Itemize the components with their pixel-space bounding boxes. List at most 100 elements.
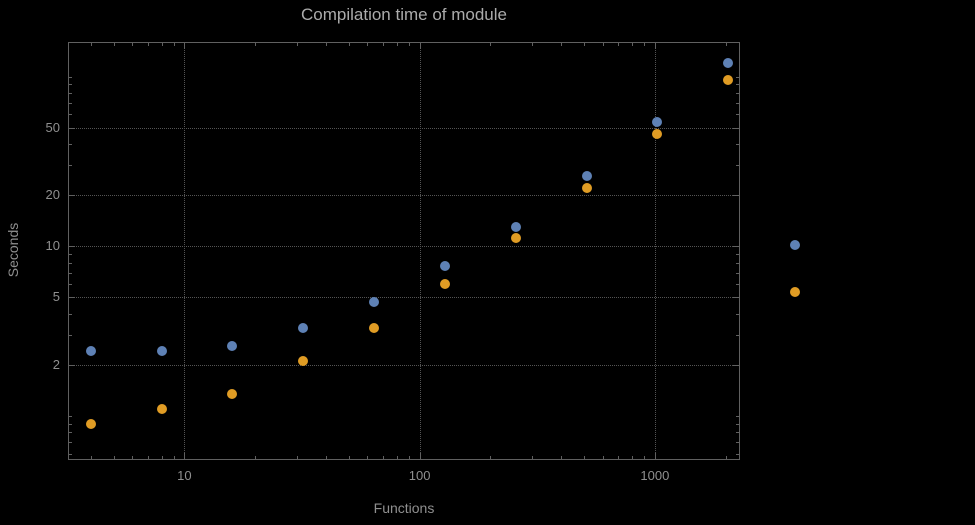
x-minor-tick bbox=[147, 456, 149, 459]
y-major-tick bbox=[733, 246, 739, 248]
x-major-tick bbox=[184, 43, 186, 49]
point-series-blue bbox=[227, 340, 238, 351]
x-minor-tick bbox=[618, 456, 620, 459]
y-tick-label: 20 bbox=[45, 187, 60, 203]
gridline-x bbox=[419, 43, 421, 459]
x-minor-tick bbox=[296, 456, 298, 459]
y-minor-tick bbox=[736, 415, 739, 417]
y-minor-tick bbox=[69, 102, 72, 104]
x-minor-tick bbox=[90, 43, 92, 46]
x-minor-tick bbox=[326, 43, 328, 46]
y-major-tick bbox=[733, 364, 739, 366]
x-minor-tick bbox=[326, 456, 328, 459]
y-minor-tick bbox=[69, 453, 72, 455]
y-minor-tick bbox=[69, 335, 72, 336]
y-minor-tick bbox=[69, 84, 72, 86]
y-minor-tick bbox=[736, 165, 739, 167]
y-minor-tick bbox=[736, 262, 739, 264]
y-minor-tick bbox=[736, 283, 739, 285]
y-tick-label: 5 bbox=[52, 289, 60, 305]
x-minor-tick bbox=[348, 43, 350, 46]
x-minor-tick bbox=[113, 456, 115, 459]
point-series-blue bbox=[85, 346, 96, 357]
x-minor-tick bbox=[561, 456, 563, 459]
x-minor-tick bbox=[531, 456, 533, 459]
x-minor-tick bbox=[531, 43, 533, 46]
gridline-y bbox=[69, 127, 739, 129]
y-major-tick bbox=[733, 195, 739, 197]
x-minor-tick bbox=[490, 43, 492, 46]
y-major-tick bbox=[69, 297, 75, 299]
y-minor-tick bbox=[69, 262, 72, 264]
y-minor-tick bbox=[69, 313, 72, 315]
y-tick-label: 50 bbox=[45, 119, 60, 135]
y-minor-tick bbox=[736, 453, 739, 455]
x-minor-tick bbox=[584, 43, 586, 46]
x-minor-tick bbox=[367, 43, 369, 46]
gridline-y bbox=[69, 195, 739, 197]
x-minor-tick bbox=[632, 43, 634, 46]
y-minor-tick bbox=[69, 283, 72, 285]
x-minor-tick bbox=[408, 456, 410, 459]
y-minor-tick bbox=[736, 272, 739, 274]
point-series-blue bbox=[439, 260, 450, 271]
y-minor-tick bbox=[69, 442, 72, 444]
x-minor-tick bbox=[367, 456, 369, 459]
y-minor-tick bbox=[69, 114, 72, 116]
point-series-orange bbox=[652, 128, 663, 139]
x-tick-label: 10 bbox=[177, 468, 192, 483]
x-minor-tick bbox=[618, 43, 620, 46]
y-minor-tick bbox=[69, 144, 72, 146]
x-minor-tick bbox=[348, 456, 350, 459]
point-series-blue bbox=[723, 58, 734, 69]
y-minor-tick bbox=[69, 423, 72, 425]
x-minor-tick bbox=[644, 456, 646, 459]
y-minor-tick bbox=[69, 432, 72, 434]
x-minor-tick bbox=[173, 43, 175, 46]
y-minor-tick bbox=[69, 165, 72, 167]
gridline-y bbox=[69, 297, 739, 299]
legend-marker-series-blue bbox=[790, 240, 800, 250]
plot-frame bbox=[68, 42, 740, 460]
point-series-blue bbox=[298, 322, 309, 333]
x-minor-tick bbox=[584, 456, 586, 459]
x-major-tick bbox=[419, 453, 421, 459]
point-series-orange bbox=[298, 356, 309, 367]
legend-marker-series-orange bbox=[790, 287, 800, 297]
gridline-y bbox=[69, 246, 739, 248]
point-series-orange bbox=[439, 278, 450, 289]
y-minor-tick bbox=[69, 272, 72, 274]
x-minor-tick bbox=[408, 43, 410, 46]
gridline-x bbox=[654, 43, 656, 459]
y-major-tick bbox=[69, 364, 75, 366]
point-series-blue bbox=[156, 346, 167, 357]
y-tick-label: 10 bbox=[45, 238, 60, 254]
y-major-tick bbox=[69, 127, 75, 129]
y-tick-label: 2 bbox=[52, 356, 60, 372]
x-major-tick bbox=[654, 43, 656, 49]
y-minor-tick bbox=[736, 144, 739, 146]
x-minor-tick bbox=[383, 456, 385, 459]
x-minor-tick bbox=[132, 43, 134, 46]
y-minor-tick bbox=[736, 432, 739, 434]
y-major-tick bbox=[733, 297, 739, 299]
point-series-orange bbox=[510, 232, 521, 243]
y-major-tick bbox=[69, 246, 75, 248]
y-minor-tick bbox=[69, 254, 72, 256]
y-minor-tick bbox=[736, 442, 739, 444]
x-tick-label: 1000 bbox=[640, 468, 670, 483]
x-minor-tick bbox=[725, 43, 727, 46]
gridline-x bbox=[184, 43, 186, 459]
x-minor-tick bbox=[602, 456, 604, 459]
x-minor-tick bbox=[602, 43, 604, 46]
x-minor-tick bbox=[296, 43, 298, 46]
point-series-orange bbox=[369, 322, 380, 333]
point-series-orange bbox=[723, 75, 734, 86]
x-minor-tick bbox=[255, 43, 257, 46]
y-minor-tick bbox=[736, 114, 739, 116]
point-series-blue bbox=[581, 170, 592, 181]
x-minor-tick bbox=[396, 43, 398, 46]
x-major-tick bbox=[184, 453, 186, 459]
x-minor-tick bbox=[644, 43, 646, 46]
